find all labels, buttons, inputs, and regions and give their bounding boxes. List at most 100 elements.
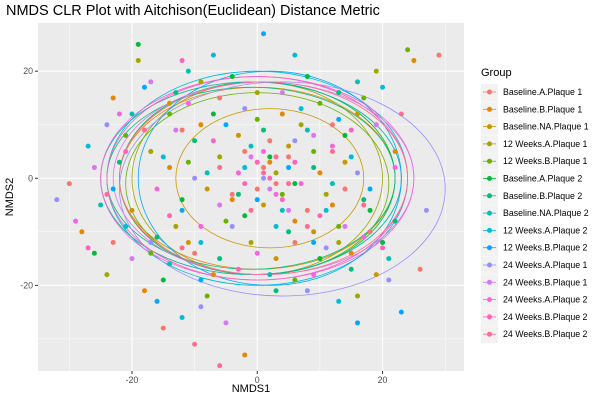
- data-point: [336, 240, 342, 246]
- data-point: [304, 127, 310, 133]
- data-point: [405, 47, 411, 53]
- data-point: [167, 261, 173, 267]
- data-point: [235, 266, 241, 272]
- data-point: [361, 202, 367, 208]
- data-point: [179, 314, 185, 320]
- data-point: [311, 272, 317, 278]
- data-point: [160, 325, 166, 331]
- data-point: [279, 197, 285, 203]
- data-point: [361, 95, 367, 101]
- data-point: [192, 250, 198, 256]
- legend-dot: [487, 331, 492, 337]
- legend-dot: [487, 210, 492, 216]
- data-point: [185, 68, 191, 74]
- data-point: [436, 52, 442, 58]
- data-point: [273, 181, 279, 187]
- data-point: [273, 256, 279, 262]
- legend-label: Baseline.NA.Plaque 2: [503, 208, 589, 218]
- data-point: [217, 202, 223, 208]
- data-point: [317, 100, 323, 106]
- legend-label: 12 Weeks.A.Plaque 2: [503, 225, 588, 235]
- data-point: [116, 159, 122, 165]
- data-point: [286, 207, 292, 213]
- data-point: [104, 122, 110, 128]
- data-point: [273, 223, 279, 229]
- x-tick-label: -20: [126, 375, 139, 385]
- data-point: [204, 293, 210, 299]
- data-point: [91, 250, 97, 256]
- data-point: [242, 352, 248, 358]
- data-point: [154, 186, 160, 192]
- data-point: [167, 100, 173, 106]
- data-point: [267, 186, 273, 192]
- data-point: [217, 256, 223, 262]
- data-point: [223, 122, 229, 128]
- data-point: [304, 288, 310, 294]
- data-point: [261, 31, 267, 37]
- data-point: [179, 57, 185, 63]
- data-point: [323, 245, 329, 251]
- data-point: [185, 100, 191, 106]
- data-point: [179, 127, 185, 133]
- data-point: [292, 159, 298, 165]
- data-point: [160, 154, 166, 160]
- data-point: [329, 181, 335, 187]
- data-point: [110, 186, 116, 192]
- data-point: [348, 266, 354, 272]
- data-point: [248, 154, 254, 160]
- data-point: [348, 250, 354, 256]
- data-point: [261, 127, 267, 133]
- data-point: [148, 240, 154, 246]
- data-point: [154, 298, 160, 304]
- data-point: [279, 191, 285, 197]
- data-point: [210, 52, 216, 58]
- data-point: [267, 175, 273, 181]
- legend-dot: [487, 245, 492, 251]
- data-point: [217, 154, 223, 160]
- data-point: [304, 74, 310, 80]
- chart-title: NMDS CLR Plot with Aitchison(Euclidean) …: [6, 3, 380, 19]
- data-point: [317, 213, 323, 219]
- data-point: [154, 234, 160, 240]
- group-ellipse: [137, 70, 402, 286]
- data-point: [323, 191, 329, 197]
- data-point: [292, 138, 298, 144]
- data-point: [223, 218, 229, 224]
- data-point: [355, 79, 360, 85]
- data-point: [217, 95, 223, 101]
- data-point: [355, 293, 360, 299]
- data-point: [217, 363, 223, 369]
- data-point: [261, 202, 267, 208]
- data-point: [361, 197, 367, 203]
- data-point: [267, 154, 273, 160]
- y-tick-label: -20: [20, 280, 33, 290]
- data-point: [160, 277, 166, 283]
- data-point: [254, 250, 260, 256]
- y-tick-label: 20: [23, 66, 33, 76]
- data-point: [342, 132, 348, 138]
- data-point: [248, 207, 254, 213]
- data-point: [261, 175, 267, 181]
- data-point: [148, 79, 154, 85]
- data-point: [142, 84, 147, 90]
- data-point: [242, 148, 248, 154]
- data-point: [217, 165, 223, 171]
- legend-label: Baseline.B.Plaque 1: [503, 104, 582, 114]
- data-point: [398, 111, 404, 117]
- legend-dot: [487, 193, 492, 199]
- data-point: [85, 143, 91, 149]
- data-point: [304, 207, 310, 213]
- data-point: [298, 106, 304, 112]
- data-point: [135, 41, 141, 47]
- data-point: [273, 170, 279, 176]
- data-point: [286, 143, 292, 149]
- data-point: [179, 197, 185, 203]
- legend-dot: [487, 297, 492, 303]
- data-point: [54, 197, 60, 203]
- data-point: [254, 90, 260, 96]
- data-point: [210, 272, 216, 278]
- data-point: [267, 272, 273, 278]
- y-tick-label: 0: [28, 173, 33, 183]
- data-point: [229, 197, 235, 203]
